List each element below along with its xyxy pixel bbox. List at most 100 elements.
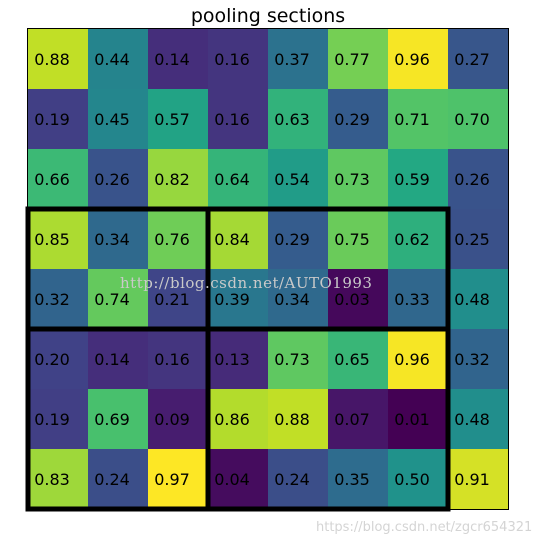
heatmap-cell (268, 89, 329, 150)
cell-value-label: 0.75 (334, 230, 370, 249)
heatmap-cell (208, 329, 269, 390)
heatmap-cell (148, 29, 209, 90)
heatmap-cell (448, 389, 509, 450)
heatmap-cell (28, 269, 89, 330)
heatmap-cell (28, 149, 89, 210)
cell-value-label: 0.13 (214, 350, 250, 369)
cell-value-label: 0.24 (274, 470, 310, 489)
chart-title: pooling sections (191, 5, 345, 27)
heatmap-cell (388, 269, 449, 330)
cell-value-label: 0.73 (274, 350, 310, 369)
cell-value-label: 0.50 (394, 470, 430, 489)
heatmap-cell (388, 29, 449, 90)
cell-value-label: 0.29 (334, 110, 370, 129)
heatmap-cell (28, 89, 89, 150)
cell-value-label: 0.16 (214, 50, 250, 69)
cell-value-label: 0.14 (94, 350, 130, 369)
cell-value-label: 0.63 (274, 110, 310, 129)
plot-frame (27, 28, 509, 510)
cell-value-label: 0.44 (94, 50, 130, 69)
heatmap-cell (148, 449, 209, 510)
cell-value-label: 0.96 (394, 50, 430, 69)
heatmap-cell (328, 449, 389, 510)
heatmap-cell (328, 149, 389, 210)
cell-value-label: 0.34 (274, 290, 310, 309)
cell-value-label: 0.32 (34, 290, 70, 309)
cell-value-label: 0.88 (274, 410, 310, 429)
heatmap-cell (28, 209, 89, 270)
heatmap-cell (388, 329, 449, 390)
cell-value-label: 0.59 (394, 170, 430, 189)
cell-value-label: 0.01 (394, 410, 430, 429)
heatmap-cell (88, 449, 149, 510)
cell-value-label: 0.48 (454, 410, 490, 429)
cell-value-label: 0.27 (454, 50, 490, 69)
heatmap-cell (268, 269, 329, 330)
heatmap-cell (88, 329, 149, 390)
cell-value-label: 0.96 (394, 350, 430, 369)
cell-value-label: 0.37 (274, 50, 310, 69)
heatmap-cell (88, 269, 149, 330)
heatmap-cell (208, 449, 269, 510)
heatmap-cell (148, 389, 209, 450)
cell-value-label: 0.65 (334, 350, 370, 369)
cell-value-label: 0.19 (34, 110, 70, 129)
cell-value-label: 0.48 (454, 290, 490, 309)
heatmap-cell (328, 389, 389, 450)
cell-value-label: 0.71 (394, 110, 430, 129)
cell-value-labels: 0.88 0.44 0.14 0.16 0.37 0.77 0.96 0.27 0.19 0.45… (34, 50, 490, 489)
heatmap-cell (388, 209, 449, 270)
heatmap-cell (328, 29, 389, 90)
cell-value-label: 0.26 (94, 170, 130, 189)
heatmap-cell (388, 449, 449, 510)
cell-value-label: 0.34 (94, 230, 130, 249)
cell-value-label: 0.84 (214, 230, 250, 249)
cell-value-label: 0.03 (334, 290, 370, 309)
cell-value-label: 0.86 (214, 410, 250, 429)
heatmap-cell (448, 329, 509, 390)
cell-value-label: 0.09 (154, 410, 190, 429)
cell-value-label: 0.45 (94, 110, 130, 129)
cell-value-label: 0.29 (274, 230, 310, 249)
heatmap-cell (328, 329, 389, 390)
cell-value-label: 0.16 (214, 110, 250, 129)
cell-value-label: 0.32 (454, 350, 490, 369)
cell-value-label: 0.73 (334, 170, 370, 189)
heatmap-cell (448, 209, 509, 270)
heatmap-cell (268, 209, 329, 270)
heatmap-cell (448, 149, 509, 210)
heatmap-cell (208, 29, 269, 90)
cell-value-label: 0.64 (214, 170, 250, 189)
cell-value-label: 0.24 (94, 470, 130, 489)
heatmap-cell (268, 389, 329, 450)
cell-value-label: 0.14 (154, 50, 190, 69)
cell-value-label: 0.33 (394, 290, 430, 309)
watermark-center: http://blog.csdn.net/AUTO1993 (120, 274, 372, 292)
cell-value-label: 0.66 (34, 170, 70, 189)
cell-value-label: 0.88 (34, 50, 70, 69)
cell-value-label: 0.74 (94, 290, 130, 309)
cell-value-label: 0.97 (154, 470, 190, 489)
cell-value-label: 0.39 (214, 290, 250, 309)
cell-value-label: 0.77 (334, 50, 370, 69)
cell-value-label: 0.25 (454, 230, 490, 249)
heatmap-cell (448, 29, 509, 90)
heatmap-cell (388, 149, 449, 210)
cell-value-label: 0.69 (94, 410, 130, 429)
heatmap-cell (268, 149, 329, 210)
cell-value-label: 0.91 (454, 470, 490, 489)
heatmap-cell (448, 449, 509, 510)
heatmap-cell (28, 449, 89, 510)
cell-value-label: 0.04 (214, 470, 250, 489)
heatmap-cell (328, 89, 389, 150)
heatmap-cell (268, 449, 329, 510)
cell-value-label: 0.26 (454, 170, 490, 189)
watermark-bottom-right: https://blog.csdn.net/zgcr654321 (316, 520, 532, 535)
heatmap-cell (208, 209, 269, 270)
cell-value-label: 0.54 (274, 170, 310, 189)
cell-value-label: 0.76 (154, 230, 190, 249)
heatmap-cell (148, 89, 209, 150)
heatmap-cell (208, 149, 269, 210)
cell-value-label: 0.57 (154, 110, 190, 129)
